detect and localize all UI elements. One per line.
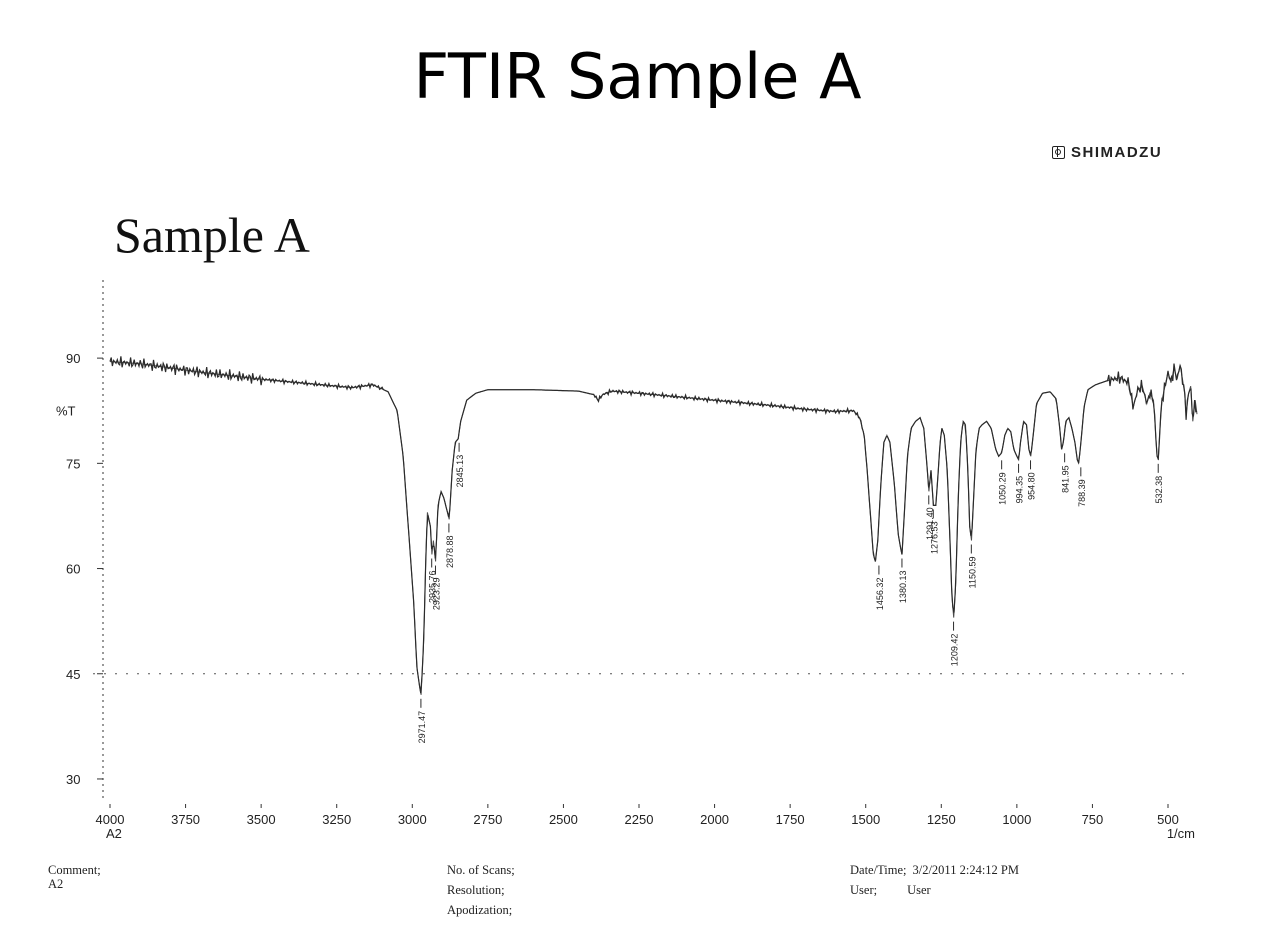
peak-label: 2971.47 bbox=[417, 711, 427, 744]
brand-logo: SHIMADZU bbox=[1052, 144, 1162, 161]
y-tick-label: 45 bbox=[66, 667, 80, 682]
peak-label: 2923.29 bbox=[431, 578, 441, 611]
x-tick-label: 1750 bbox=[776, 812, 805, 827]
peak-label: 1150.59 bbox=[967, 556, 977, 588]
x-tick-label: 3250 bbox=[322, 812, 351, 827]
peak-label: 1456.32 bbox=[875, 578, 885, 611]
y-tick-label: 75 bbox=[66, 456, 80, 471]
datetime-value: 3/2/2011 2:24:12 PM bbox=[912, 863, 1019, 877]
peak-label: 994.35 bbox=[1015, 476, 1025, 504]
brand-name: SHIMADZU bbox=[1071, 144, 1163, 161]
user-value: User bbox=[907, 883, 931, 897]
x-tick-label: 1500 bbox=[851, 812, 880, 827]
peak-label: 1209.42 bbox=[950, 634, 960, 667]
x-tick-label: 1000 bbox=[1002, 812, 1031, 827]
series-layer bbox=[109, 356, 1198, 695]
peak-label: 841.95 bbox=[1061, 465, 1071, 493]
datetime-block: Date/Time; 3/2/2011 2:24:12 PM User; User bbox=[850, 860, 1019, 900]
peak-label: 2845.13 bbox=[455, 455, 465, 488]
resolution-label: Resolution; bbox=[447, 883, 505, 897]
peak-label: 1380.13 bbox=[898, 571, 908, 604]
x-tick-label: 500 bbox=[1157, 812, 1179, 827]
x-tick-label: 2750 bbox=[473, 812, 502, 827]
peak-label: 2935.76 bbox=[428, 571, 438, 604]
user-row: User; User bbox=[850, 880, 1019, 900]
y-tick-label: 30 bbox=[66, 772, 80, 787]
y-tick-label: 60 bbox=[66, 562, 80, 577]
x-tick-label: 3000 bbox=[398, 812, 427, 827]
peak-label: 532.38 bbox=[1154, 476, 1164, 504]
x-axis-label: 1/cm bbox=[1167, 826, 1195, 841]
slide-title: FTIR Sample A bbox=[413, 44, 862, 108]
x-tick-label: 2500 bbox=[549, 812, 578, 827]
peak-label: 788.39 bbox=[1077, 479, 1087, 507]
x-tick-label: 2000 bbox=[700, 812, 729, 827]
comment-label: Comment; bbox=[48, 863, 101, 877]
x-corner-label: A2 bbox=[106, 826, 122, 841]
apodization-label: Apodization; bbox=[447, 903, 513, 917]
x-tick-label: 2250 bbox=[625, 812, 654, 827]
x-tick-label: 1250 bbox=[927, 812, 956, 827]
datetime-label: Date/Time; bbox=[850, 863, 907, 877]
x-tick-label: 4000 bbox=[96, 812, 125, 827]
user-label: User; bbox=[850, 883, 878, 897]
shimadzu-logo-icon bbox=[1052, 146, 1065, 159]
x-tick-label: 750 bbox=[1082, 812, 1104, 827]
peak-label: 1276.53 bbox=[929, 521, 939, 554]
scans-label: No. of Scans; bbox=[447, 863, 515, 877]
peak-label: 954.80 bbox=[1027, 472, 1037, 500]
y-tick-label: 90 bbox=[66, 351, 80, 366]
acquisition-block: No. of Scans; Resolution; Apodization; bbox=[447, 860, 515, 920]
peak-label: 1291.40 bbox=[925, 507, 935, 540]
comment-value: A2 bbox=[48, 877, 64, 891]
axis-layer: 90 75 60 45 30 %T 4000 3750 3500 3250 3000 2750 2500… bbox=[56, 280, 1195, 841]
x-tick-label: 3750 bbox=[171, 812, 200, 827]
transmittance-peaks-line bbox=[109, 361, 1198, 695]
y-axis-label: %T bbox=[56, 404, 76, 419]
peak-label: 1050.29 bbox=[998, 472, 1008, 505]
x-tick-label: 3500 bbox=[247, 812, 276, 827]
comment-block: Comment; A2 bbox=[48, 860, 101, 894]
sample-label: Sample A bbox=[114, 207, 310, 263]
peak-label: 2878.88 bbox=[445, 535, 455, 568]
datetime-row: Date/Time; 3/2/2011 2:24:12 PM bbox=[850, 860, 1019, 880]
transmittance-line bbox=[109, 356, 1198, 694]
